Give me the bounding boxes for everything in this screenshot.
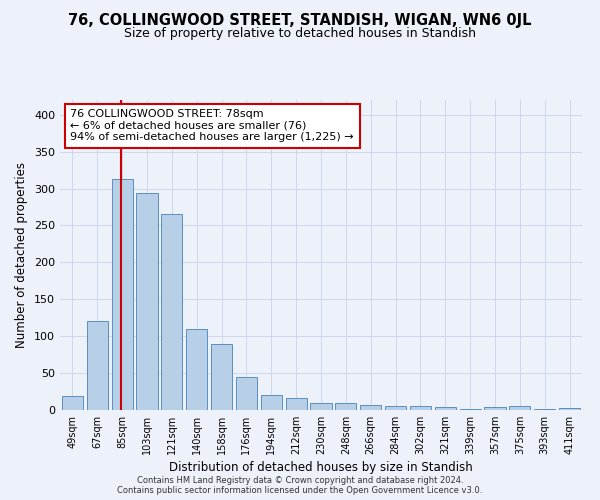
Bar [360,405,381,410]
Bar [211,344,232,410]
Bar [460,408,481,410]
Bar [335,404,356,410]
X-axis label: Distribution of detached houses by size in Standish: Distribution of detached houses by size … [169,461,473,474]
Bar [509,406,530,410]
Bar [410,406,431,410]
Bar [310,404,332,410]
Text: Contains HM Land Registry data © Crown copyright and database right 2024.
Contai: Contains HM Land Registry data © Crown c… [118,476,482,495]
Bar [87,320,108,410]
Text: 76, COLLINGWOOD STREET, STANDISH, WIGAN, WN6 0JL: 76, COLLINGWOOD STREET, STANDISH, WIGAN,… [68,12,532,28]
Bar [484,407,506,410]
Bar [534,408,555,410]
Y-axis label: Number of detached properties: Number of detached properties [16,162,28,348]
Text: Size of property relative to detached houses in Standish: Size of property relative to detached ho… [124,28,476,40]
Bar [136,193,158,410]
Text: 76 COLLINGWOOD STREET: 78sqm
← 6% of detached houses are smaller (76)
94% of sem: 76 COLLINGWOOD STREET: 78sqm ← 6% of det… [70,110,354,142]
Bar [286,398,307,410]
Bar [62,396,83,410]
Bar [261,395,282,410]
Bar [435,407,456,410]
Bar [161,214,182,410]
Bar [112,179,133,410]
Bar [385,406,406,410]
Bar [186,329,207,410]
Bar [236,377,257,410]
Bar [559,408,580,410]
